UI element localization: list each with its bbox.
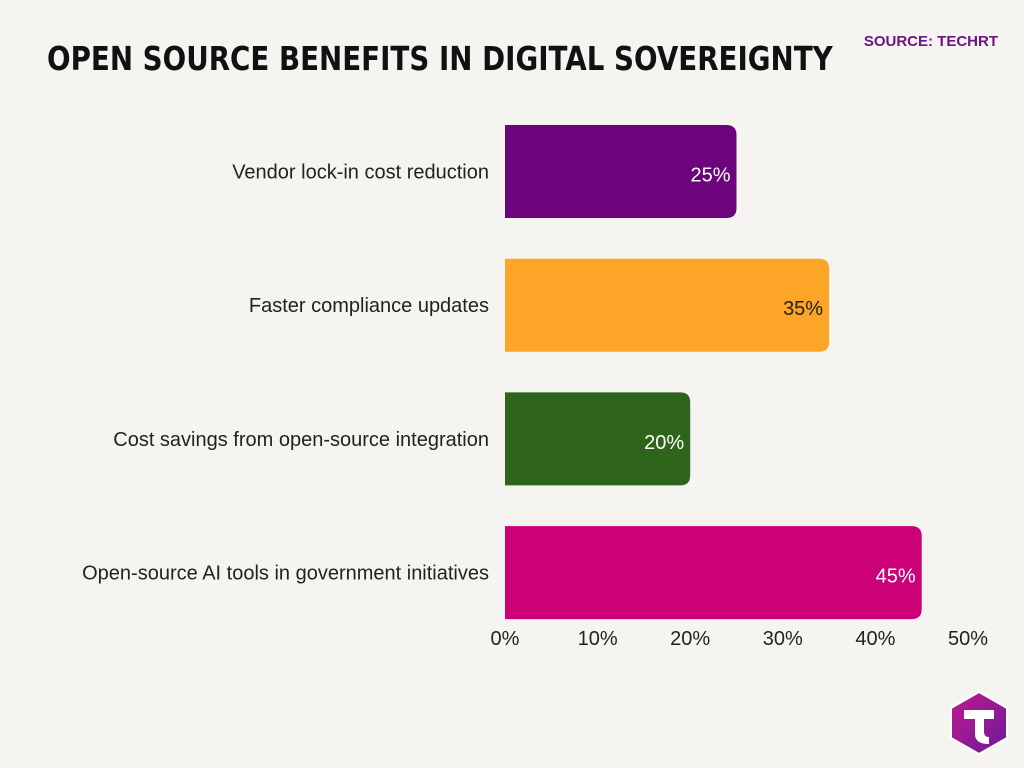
- techrt-logo-icon: [950, 690, 1008, 756]
- value-label: 25%: [690, 165, 730, 187]
- x-tick-label: 50%: [948, 628, 988, 650]
- value-label: 20%: [644, 432, 684, 454]
- category-label: Open-source AI tools in government initi…: [82, 563, 489, 585]
- category-label: Faster compliance updates: [249, 295, 489, 317]
- page-title: OPEN SOURCE BENEFITS IN DIGITAL SOVEREIG…: [47, 39, 833, 78]
- x-tick-label: 20%: [670, 628, 710, 650]
- value-label: 35%: [783, 298, 823, 320]
- x-tick-label: 10%: [578, 628, 618, 650]
- x-axis: 0% 10% 20% 30% 40% 50%: [491, 628, 989, 650]
- x-tick-label: 30%: [763, 628, 803, 650]
- bars-group: Vendor lock-in cost reduction 25% Faster c…: [82, 125, 922, 620]
- category-label: Vendor lock-in cost reduction: [232, 162, 489, 184]
- x-tick-label: 0%: [491, 628, 520, 650]
- x-tick-label: 40%: [855, 628, 895, 650]
- bar: [505, 258, 830, 352]
- value-label: 45%: [876, 566, 916, 588]
- bar: [505, 125, 737, 218]
- source-label: SOURCE: TECHRT: [863, 33, 998, 50]
- bar: [505, 526, 922, 620]
- bar: [505, 392, 691, 486]
- category-label: Cost savings from open-source integratio…: [113, 429, 489, 451]
